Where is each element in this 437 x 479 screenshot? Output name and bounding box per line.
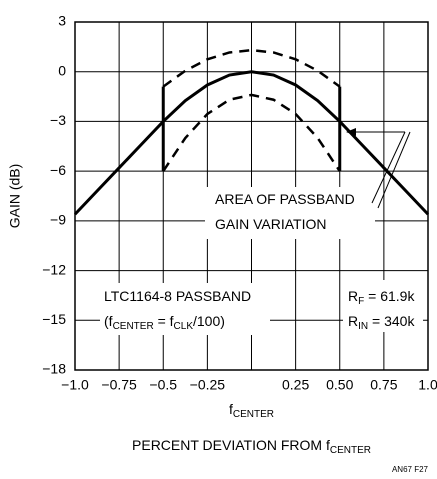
text-part: f	[229, 401, 233, 417]
y-tick-label: −6	[50, 162, 66, 178]
subscript: CLK	[174, 321, 194, 332]
subscript: F	[358, 296, 364, 307]
subscript: CENTER	[330, 445, 371, 456]
text-part: R	[348, 288, 358, 304]
x-axis-label: PERCENT DEVIATION FROM fCENTER	[132, 437, 371, 456]
y-tick-label: −18	[42, 361, 66, 377]
text-part: GAIN VARIATION	[215, 216, 327, 232]
subscript: IN	[358, 321, 368, 332]
text-part: (f	[104, 313, 113, 329]
subscript: CENTER	[113, 321, 154, 332]
annotation: LTC1164-8 PASSBAND	[104, 288, 251, 304]
x-tick-label: −0.25	[190, 377, 226, 393]
x-tick-label: 1.0	[418, 377, 437, 393]
grid	[74, 21, 429, 371]
series-line	[162, 48, 341, 88]
text-part: = f	[154, 313, 174, 329]
plot	[73, 48, 430, 216]
annotation: AREA OF PASSBAND	[215, 191, 355, 207]
x-tick-label: 0.25	[282, 377, 309, 393]
y-axis-label: GAIN (dB)	[7, 164, 23, 229]
y-tick-label: 0	[58, 62, 66, 78]
text-part: /100)	[193, 313, 225, 329]
leader	[371, 131, 406, 204]
subscript: CENTER	[233, 409, 274, 420]
x-tick-label: −0.75	[101, 377, 137, 393]
annotation: RIN = 340k	[348, 313, 415, 332]
leader	[377, 131, 411, 209]
plot-frame	[74, 21, 429, 371]
x-center-label: fCENTER	[229, 401, 274, 420]
x-tick-label: −0.5	[149, 377, 177, 393]
label-background	[343, 280, 423, 332]
series-line	[73, 70, 430, 216]
text-part: = 340k	[368, 313, 415, 329]
y-tick-label: −15	[42, 311, 66, 327]
annotation: RF = 61.9k	[348, 288, 415, 307]
y-tick-label: 3	[58, 13, 66, 29]
text-part: = 61.9k	[364, 288, 415, 304]
x-tick-label: −1.0	[61, 377, 89, 393]
x-tick-label: 0.75	[370, 377, 397, 393]
text-part: R	[348, 313, 358, 329]
text-part: PERCENT DEVIATION FROM f	[132, 437, 330, 453]
text-part: AREA OF PASSBAND	[215, 191, 355, 207]
y-tick-label: −3	[50, 112, 66, 128]
annotation: GAIN VARIATION	[215, 216, 327, 232]
label-background	[100, 283, 270, 335]
series-line	[162, 93, 341, 172]
y-tick-label: −12	[42, 261, 66, 277]
x-tick-label: 0.50	[326, 377, 353, 393]
label-background	[205, 187, 375, 239]
y-tick-label: −9	[50, 212, 66, 228]
labels: −1.0 −0.75 −0.5 −0.25 0.25 0.50 0.75 1.0 3 0 −3 −6 −…	[7, 13, 437, 474]
text-part: LTC1164-8 PASSBAND	[104, 288, 251, 304]
arrow-head	[346, 128, 356, 136]
annotation: (fCENTER = fCLK/100)	[104, 313, 225, 332]
figure-id: AN67 F27	[392, 465, 429, 474]
